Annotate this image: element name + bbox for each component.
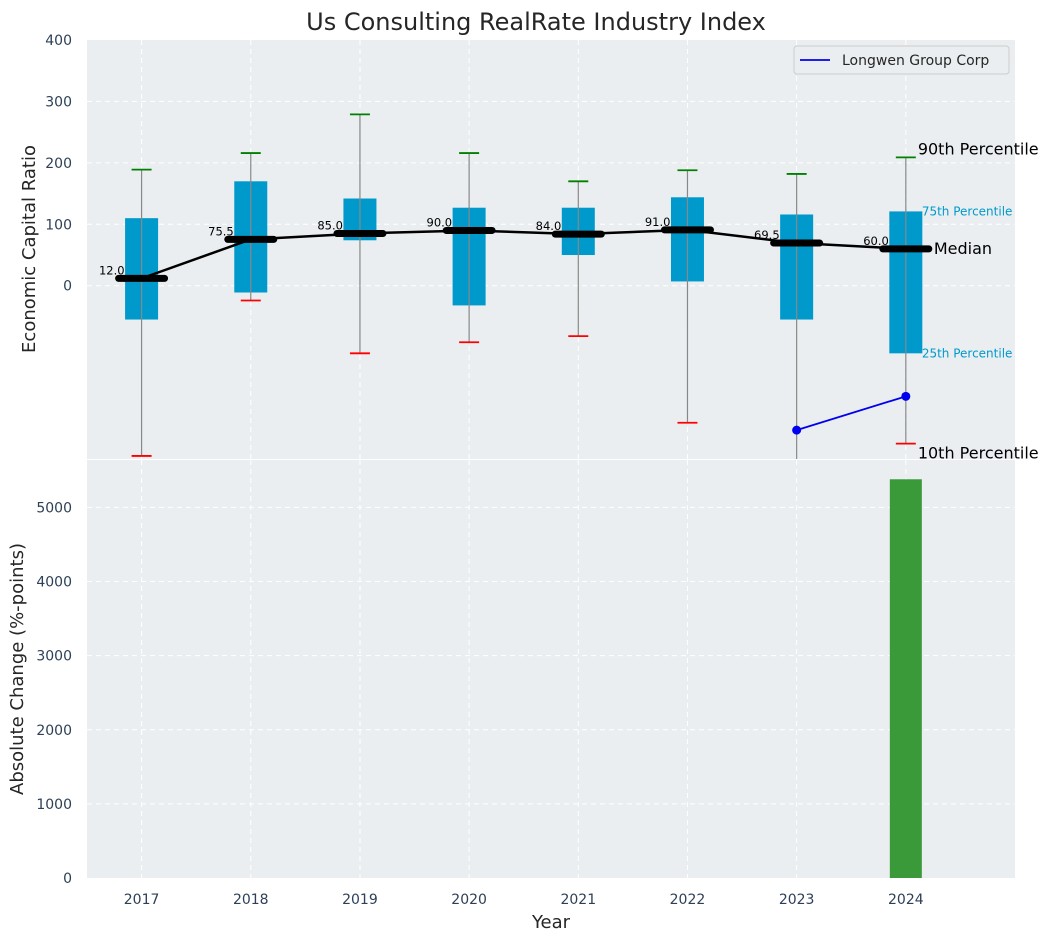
upper-y-ticks: 0 100 200 300 400	[45, 33, 72, 295]
upper-y-tick-label: 0	[63, 279, 72, 295]
upper-y-tick-label: 200	[45, 156, 72, 172]
legend: Longwen Group Corp	[793, 45, 1010, 75]
lower-y-tick-label: 3000	[36, 649, 72, 665]
lower-y-tick-label: 2000	[36, 723, 72, 739]
x-tick-label: 2017	[124, 892, 160, 908]
legend-entry-label: Longwen Group Corp	[842, 53, 989, 69]
annotation-75th: 75th Percentile	[922, 204, 1013, 218]
upper-panel: 0 100 200 300 400 12.0 75.5 85.0 90.0 84.0 91.0 69…	[19, 33, 1039, 463]
box-series: 12.0 75.5 85.0 90.0 84.0 91.0 69.5 60.0	[99, 113, 933, 459]
median-value-label: 69.5	[754, 228, 780, 242]
median-value-label: 85.0	[317, 219, 343, 233]
annotation-25th: 25th Percentile	[922, 346, 1013, 360]
x-tick-label: 2019	[342, 892, 378, 908]
percentile-annotations: 90th Percentile 75th Percentile Median 25th…	[918, 139, 1039, 462]
median-value-label: 91.0	[645, 215, 671, 229]
bar-series	[889, 479, 922, 878]
upper-y-axis-label: Economic Capital Ratio	[19, 145, 40, 353]
x-tick-label: 2021	[560, 892, 596, 908]
x-axis-label: Year	[531, 912, 571, 933]
x-tick-label: 2018	[233, 892, 269, 908]
change-bar	[889, 479, 922, 878]
company-line	[796, 395, 907, 431]
lower-y-tick-label: 5000	[36, 500, 72, 516]
x-tick-label: 2023	[779, 892, 815, 908]
company-point	[901, 391, 911, 401]
upper-y-tick-label: 100	[45, 217, 72, 233]
median-value-label: 90.0	[427, 215, 453, 229]
upper-plot-background	[87, 40, 1015, 459]
x-tick-label: 2024	[888, 892, 924, 908]
x-tick-label: 2022	[670, 892, 706, 908]
median-value-label: 60.0	[863, 234, 889, 248]
annotation-10th: 10th Percentile	[918, 444, 1039, 463]
median-value-label: 12.0	[99, 263, 125, 277]
company-point	[792, 425, 802, 435]
lower-plot-background	[87, 460, 1015, 878]
x-ticks: 2017 2018 2019 2020 2021 2022 2023 2024	[124, 892, 924, 908]
median-value-label: 75.5	[208, 224, 234, 238]
chart-title: Us Consulting RealRate Industry Index	[306, 8, 766, 36]
x-tick-label: 2020	[451, 892, 487, 908]
annotation-90th: 90th Percentile	[918, 139, 1039, 158]
lower-y-axis-label: Absolute Change (%-points)	[7, 543, 28, 795]
lower-gridlines	[87, 460, 1015, 878]
lower-y-tick-label: 4000	[36, 575, 72, 591]
median-value-label: 84.0	[536, 219, 562, 233]
annotation-median: Median	[934, 239, 992, 258]
upper-y-tick-label: 400	[45, 33, 72, 49]
legend-frame	[793, 45, 1010, 75]
company-line-series	[792, 391, 911, 435]
lower-y-ticks: 0 1000 2000 3000 4000 5000	[36, 500, 72, 887]
lower-y-tick-label: 0	[63, 871, 72, 887]
upper-y-tick-label: 300	[45, 94, 72, 110]
lower-y-tick-label: 1000	[36, 797, 72, 813]
